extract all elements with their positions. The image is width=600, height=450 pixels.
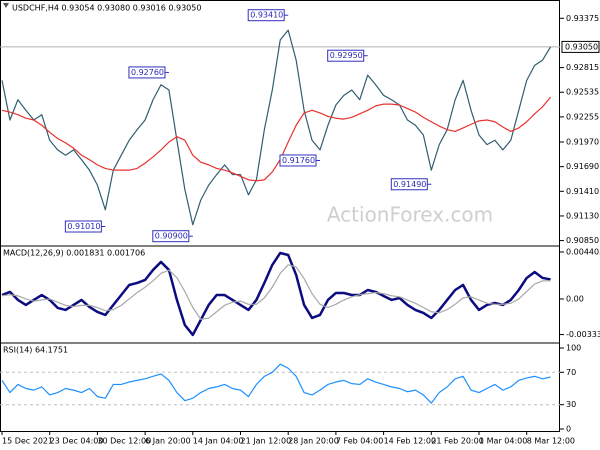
annotation-label: 0.92950 [330,51,363,60]
annotation-box [152,230,190,243]
x-tick-label: 1 Mar 04:00 [479,437,527,446]
x-tick-label: 6 Jan 20:00 [145,437,191,446]
x-tick-label: 28 Jan 20:00 [288,437,339,446]
series-line [1,251,551,337]
watermark: ActionForex.com [327,203,493,227]
annotation-label: 0.91490 [393,180,426,189]
annotation-box [128,66,166,79]
y-tick-label: 0.93375 [566,14,599,23]
series-line [1,264,551,320]
series-line [1,29,552,226]
y-tick-label: 0.004403 [566,247,600,256]
panel-title: RSI(14) 64.1751 [3,346,68,355]
frame [0,0,560,432]
x-tick-label: 23 Dec 04:00 [50,437,104,446]
annotation-label: 0.93410 [250,11,283,20]
y-tick-label: -0.003338 [566,330,600,339]
last-price-box [561,40,600,53]
annotation-label: 0.91760 [282,156,315,165]
y-tick-label: 70 [566,368,576,377]
annotation-box [327,49,365,62]
x-tick-label: 15 Dec 2021 [2,437,53,446]
y-tick-label: 0.90850 [566,236,599,245]
annotation-box [64,220,102,233]
x-tick-label: 7 Feb 04:00 [336,437,383,446]
y-tick-label: 0.92255 [566,112,599,121]
x-tick-label: 30 Dec 12:00 [97,437,151,446]
annotation-label: 0.90900 [155,232,188,241]
symbol-icon [3,3,9,8]
x-tick-label: 14 Jan 04:00 [193,437,244,446]
y-tick-label: 0 [566,425,571,434]
annotation-label: 0.92760 [131,68,164,77]
x-tick-label: 21 Feb 20:00 [431,437,483,446]
panel-title: USDCHF,H4 0.93054 0.93080 0.93016 0.9305… [12,4,201,13]
y-tick-label: 0.91690 [566,162,599,171]
y-tick-label: 30 [566,400,576,409]
panel-title: MACD(12,26,9) 0.001831 0.001706 [3,249,145,258]
x-tick-label: 8 Mar 12:00 [527,437,575,446]
x-tick-label: 14 Feb 12:00 [384,437,436,446]
last-price-label: 0.93050 [565,42,598,51]
y-tick-label: 100 [566,344,581,353]
y-tick-label: 0.91970 [566,137,599,146]
y-tick-label: 0.00 [566,294,584,303]
y-tick-label: 0.91130 [566,211,599,220]
y-tick-label: 0.92535 [566,88,599,97]
annotation-label: 0.91010 [67,222,100,231]
series-line [1,96,552,182]
y-tick-label: 0.91410 [566,187,599,196]
annotation-box [247,9,285,22]
x-tick-label: 21 Jan 12:00 [241,437,292,446]
annotation-box [390,178,428,191]
series-line [1,363,551,404]
y-tick-label: 0.92815 [566,63,599,72]
annotation-box [279,154,317,167]
